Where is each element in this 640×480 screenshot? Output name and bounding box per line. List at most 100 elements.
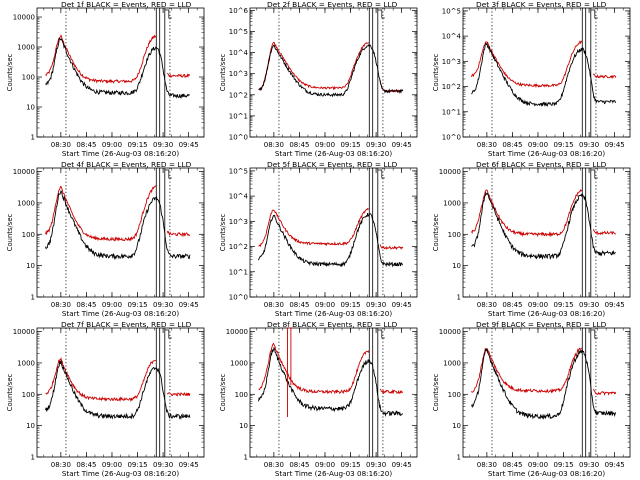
y-tick-label: 1000 xyxy=(17,199,35,207)
y-axis-label: Counts/sec xyxy=(6,54,14,92)
y-tick-label: 1000 xyxy=(443,199,461,207)
x-axis-label: Start Time (26-Aug-03 08:16:20) xyxy=(488,469,605,478)
y-tick-label: 10^4 xyxy=(442,33,462,41)
panel-title: Det 6f BLACK = Events, RED = LLD xyxy=(476,160,607,169)
y-tick-label: 10 xyxy=(452,262,461,270)
y-axis-label: Counts/sec xyxy=(219,374,227,412)
y-tick-label: 10 xyxy=(26,104,35,112)
y-tick-label: 10000 xyxy=(439,168,461,176)
y-tick-label: 100 xyxy=(448,231,461,239)
events-series-line xyxy=(258,43,404,98)
x-tick-label: 08:45 xyxy=(502,461,522,469)
y-tick-label: 10^1 xyxy=(229,268,248,276)
x-tick-label: 08:45 xyxy=(76,301,96,309)
y-tick-label: 10^5 xyxy=(229,167,248,175)
y-axis-label: Counts/sec xyxy=(219,54,227,92)
lld-series-line xyxy=(45,357,191,403)
x-tick-label: 09:15 xyxy=(340,141,360,149)
x-tick-label: 08:45 xyxy=(502,141,522,149)
x-tick-label: 09:15 xyxy=(553,301,573,309)
x-tick-label: 09:30 xyxy=(366,461,386,469)
marker-bracket xyxy=(377,329,385,339)
plot-frame xyxy=(462,327,631,458)
x-tick-label: 08:30 xyxy=(477,141,497,149)
events-series-line xyxy=(45,189,191,261)
x-tick-label: 09:15 xyxy=(127,301,147,309)
x-tick-label: 08:45 xyxy=(76,461,96,469)
y-tick-label: 1000 xyxy=(17,44,35,52)
panel-det-7f: Det 7f BLACK = Events, RED = LLD 1 10 100 10… xyxy=(6,320,205,478)
panel-det-8f: Det 8f BLACK = Events, RED = LLD 1 10 100 10… xyxy=(219,320,418,478)
panel-title: Det 2f BLACK = Events, RED = LLD xyxy=(267,0,398,9)
x-tick-label: 08:45 xyxy=(289,141,309,149)
lld-series-line xyxy=(258,207,404,251)
x-axis-label: Start Time (26-Aug-03 08:16:20) xyxy=(275,309,392,318)
panel-title: Det 7f BLACK = Events, RED = LLD xyxy=(61,320,192,329)
y-axis-label: Counts/sec xyxy=(432,54,440,92)
events-series-line xyxy=(471,348,617,420)
y-tick-label: 10000 xyxy=(13,14,35,22)
x-tick-label: 09:00 xyxy=(315,301,335,309)
y-axis-label: Counts/sec xyxy=(6,214,14,252)
marker-bracket xyxy=(590,329,598,339)
y-tick-label: 100 xyxy=(448,391,461,399)
y-tick-label: 10000 xyxy=(13,328,35,336)
events-series-line xyxy=(258,346,403,418)
plot-frame xyxy=(249,167,418,298)
y-tick-label: 1 xyxy=(31,454,35,462)
y-tick-label: 10^2 xyxy=(229,243,248,251)
y-tick-label: 10^3 xyxy=(229,70,248,78)
y-tick-label: 10^2 xyxy=(442,83,461,91)
x-tick-label: 09:00 xyxy=(528,461,548,469)
x-tick-label: 09:45 xyxy=(392,461,412,469)
x-tick-label: 09:30 xyxy=(579,461,599,469)
y-tick-label: 10^5 xyxy=(442,7,461,15)
y-tick-label: 1000 xyxy=(17,359,35,367)
marker-bracket xyxy=(590,169,598,179)
plot-frame xyxy=(249,7,418,138)
marker-bracket xyxy=(590,9,598,19)
y-tick-label: 100 xyxy=(22,231,35,239)
x-tick-label: 09:00 xyxy=(528,301,548,309)
x-axis-label: Start Time (26-Aug-03 08:16:20) xyxy=(488,149,605,158)
x-tick-label: 08:45 xyxy=(76,141,96,149)
y-axis-label: Counts/sec xyxy=(6,374,14,412)
x-tick-label: 09:45 xyxy=(179,141,199,149)
lld-series-line xyxy=(258,342,404,395)
x-tick-label: 09:15 xyxy=(340,461,360,469)
panel-title: Det 8f BLACK = Events, RED = LLD xyxy=(267,320,398,329)
x-tick-label: 09:30 xyxy=(153,461,173,469)
lld-spike-line xyxy=(287,327,292,417)
lld-series-line xyxy=(471,347,617,396)
y-tick-label: 100 xyxy=(22,391,35,399)
panel-title: Det 5f BLACK = Events, RED = LLD xyxy=(267,160,398,169)
y-axis-label: Counts/sec xyxy=(219,214,227,252)
events-series-line xyxy=(45,360,191,421)
x-tick-label: 09:15 xyxy=(553,141,573,149)
x-axis-label: Start Time (26-Aug-03 08:16:20) xyxy=(62,309,179,318)
panel-det-9f: Det 9f BLACK = Events, RED = LLD 1 10 100 10… xyxy=(432,320,631,478)
x-tick-label: 09:45 xyxy=(605,141,625,149)
x-tick-label: 09:45 xyxy=(392,141,412,149)
panel-title: Det 9f BLACK = Events, RED = LLD xyxy=(476,320,607,329)
y-axis-label: Counts/sec xyxy=(432,214,440,252)
panel-det-5f: Det 5f BLACK = Events, RED = LLD 10^0 10^1… xyxy=(219,160,418,318)
x-tick-label: 09:00 xyxy=(315,461,335,469)
y-tick-label: 10^6 xyxy=(229,7,249,15)
x-tick-label: 08:30 xyxy=(51,461,71,469)
y-tick-label: 1 xyxy=(31,294,35,302)
x-tick-label: 09:15 xyxy=(340,301,360,309)
events-series-line xyxy=(471,42,617,108)
y-tick-label: 10^1 xyxy=(442,108,461,116)
x-tick-label: 08:45 xyxy=(502,301,522,309)
x-axis-label: Start Time (26-Aug-03 08:16:20) xyxy=(275,469,392,478)
x-tick-label: 09:45 xyxy=(179,461,199,469)
marker-bracket xyxy=(164,9,172,19)
plot-frame xyxy=(36,7,205,138)
x-tick-label: 08:30 xyxy=(477,461,497,469)
marker-bracket xyxy=(377,169,385,179)
x-tick-label: 09:30 xyxy=(366,301,386,309)
x-tick-label: 08:30 xyxy=(264,301,284,309)
y-tick-label: 10 xyxy=(239,422,248,430)
